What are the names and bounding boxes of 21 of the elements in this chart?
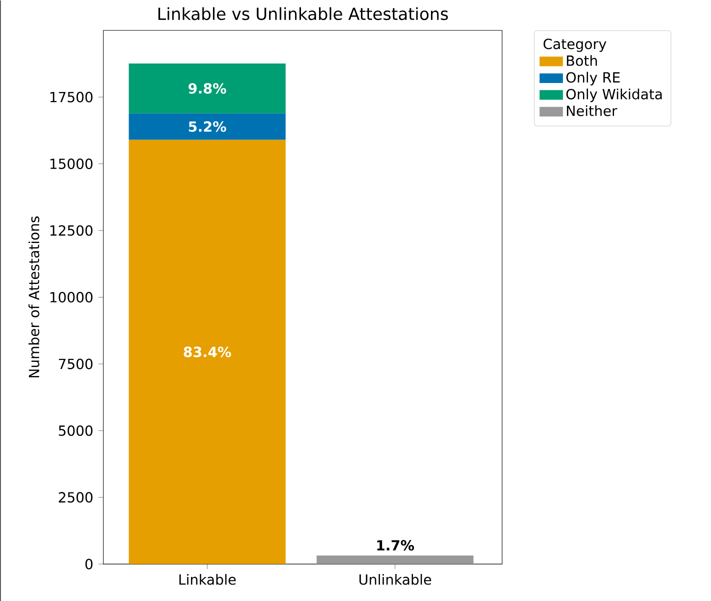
legend-label: Neither xyxy=(566,105,618,116)
annotation: 83.4% xyxy=(184,346,232,357)
y-axis-title: Number of Attestations xyxy=(28,216,40,378)
annotation: 1.7% xyxy=(377,540,414,550)
y-tick-label: 7500 xyxy=(58,358,92,369)
chart-title: Linkable vs Unlinkable Attestations xyxy=(158,6,448,20)
y-tick-label: 12500 xyxy=(50,224,92,236)
y-tick-label: 0 xyxy=(85,558,92,570)
annotation: 5.2% xyxy=(188,121,226,132)
y-tick-label: 10000 xyxy=(50,292,92,302)
annotation: 9.8% xyxy=(188,82,226,94)
legend-label: Both xyxy=(566,54,597,66)
y-tick-label: 2500 xyxy=(58,492,92,502)
legend-label: Only Wikidata xyxy=(566,88,662,102)
y-tick-label: 15000 xyxy=(50,158,92,169)
x-tick-label: Linkable xyxy=(179,574,236,585)
x-tick-label: Unlinkable xyxy=(359,574,432,585)
y-tick-label: 5000 xyxy=(58,425,92,436)
legend-label: Only RE xyxy=(566,72,620,86)
y-tick-label: 17500 xyxy=(50,92,92,102)
legend-title: Category xyxy=(544,38,606,52)
